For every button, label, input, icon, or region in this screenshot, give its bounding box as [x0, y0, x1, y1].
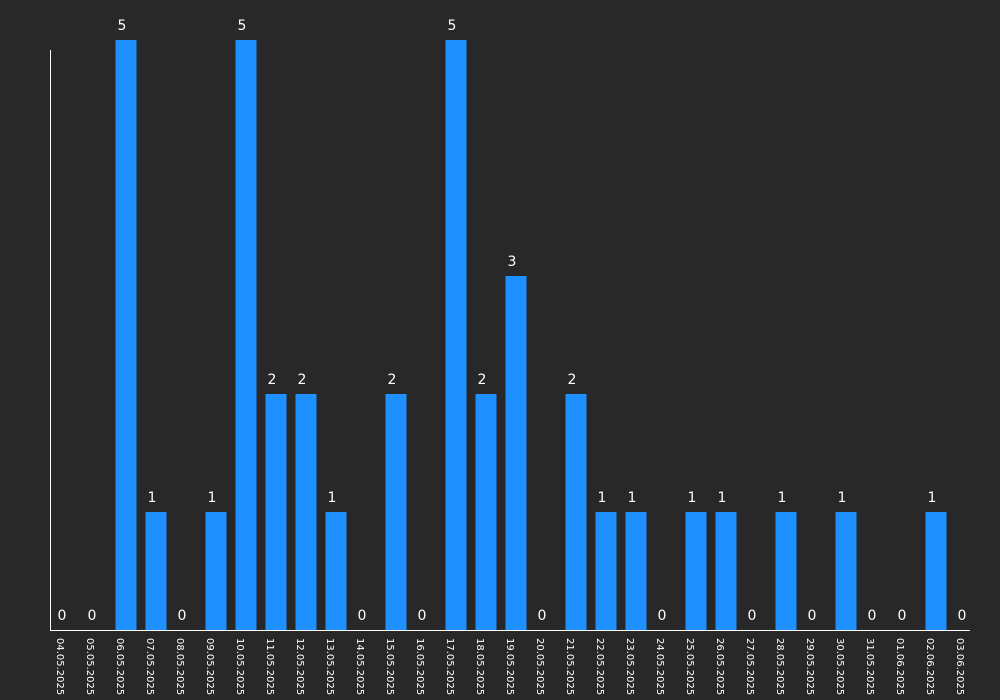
- value-label-12.05.2025: 2: [298, 372, 307, 388]
- x-tick-label-04.05.2025: 04.05.2025: [54, 638, 65, 695]
- bar-12.05.2025: [295, 394, 317, 630]
- bar-15.05.2025: [385, 394, 407, 630]
- x-tick-label-15.05.2025: 15.05.2025: [384, 638, 395, 695]
- bar-17.05.2025: [445, 40, 467, 630]
- value-label-05.05.2025: 0: [88, 608, 97, 624]
- bar-30.05.2025: [835, 512, 857, 630]
- x-tick-label-13.05.2025: 13.05.2025: [324, 638, 335, 695]
- x-tick-label-19.05.2025: 19.05.2025: [504, 638, 515, 695]
- x-tick-label-07.05.2025: 07.05.2025: [144, 638, 155, 695]
- value-label-13.05.2025: 1: [328, 490, 337, 506]
- x-tick-label-20.05.2025: 20.05.2025: [534, 638, 545, 695]
- value-label-07.05.2025: 1: [148, 490, 157, 506]
- value-label-14.05.2025: 0: [358, 608, 367, 624]
- bar-22.05.2025: [595, 512, 617, 630]
- value-label-15.05.2025: 2: [388, 372, 397, 388]
- bars-group: [115, 40, 947, 630]
- x-tick-label-14.05.2025: 14.05.2025: [354, 638, 365, 695]
- bar-21.05.2025: [565, 394, 587, 630]
- x-tick-label-25.05.2025: 25.05.2025: [684, 638, 695, 695]
- bar-07.05.2025: [145, 512, 167, 630]
- value-label-24.05.2025: 0: [658, 608, 667, 624]
- x-tick-label-08.05.2025: 08.05.2025: [174, 638, 185, 695]
- value-label-02.06.2025: 1: [928, 490, 937, 506]
- x-tick-label-29.05.2025: 29.05.2025: [804, 638, 815, 695]
- x-tick-label-02.06.2025: 02.06.2025: [924, 638, 935, 695]
- bar-02.06.2025: [925, 512, 947, 630]
- value-label-19.05.2025: 3: [508, 254, 517, 270]
- bar-28.05.2025: [775, 512, 797, 630]
- bar-25.05.2025: [685, 512, 707, 630]
- x-tick-label-26.05.2025: 26.05.2025: [714, 638, 725, 695]
- x-tick-label-12.05.2025: 12.05.2025: [294, 638, 305, 695]
- value-label-08.05.2025: 0: [178, 608, 187, 624]
- x-tick-label-16.05.2025: 16.05.2025: [414, 638, 425, 695]
- value-label-09.05.2025: 1: [208, 490, 217, 506]
- value-label-31.05.2025: 0: [868, 608, 877, 624]
- x-tick-label-05.05.2025: 05.05.2025: [84, 638, 95, 695]
- x-tick-label-21.05.2025: 21.05.2025: [564, 638, 575, 695]
- value-label-28.05.2025: 1: [778, 490, 787, 506]
- value-label-17.05.2025: 5: [448, 18, 457, 34]
- x-tick-label-31.05.2025: 31.05.2025: [864, 638, 875, 695]
- x-tick-label-24.05.2025: 24.05.2025: [654, 638, 665, 695]
- value-label-29.05.2025: 0: [808, 608, 817, 624]
- value-label-30.05.2025: 1: [838, 490, 847, 506]
- value-label-25.05.2025: 1: [688, 490, 697, 506]
- value-label-22.05.2025: 1: [598, 490, 607, 506]
- bar-11.05.2025: [265, 394, 287, 630]
- x-tick-label-18.05.2025: 18.05.2025: [474, 638, 485, 695]
- bar-09.05.2025: [205, 512, 227, 630]
- value-label-18.05.2025: 2: [478, 372, 487, 388]
- value-label-11.05.2025: 2: [268, 372, 277, 388]
- x-tick-label-09.05.2025: 09.05.2025: [204, 638, 215, 695]
- x-tick-label-22.05.2025: 22.05.2025: [594, 638, 605, 695]
- value-label-16.05.2025: 0: [418, 608, 427, 624]
- x-tick-label-27.05.2025: 27.05.2025: [744, 638, 755, 695]
- x-tick-label-03.06.2025: 03.06.2025: [954, 638, 965, 695]
- value-label-06.05.2025: 5: [118, 18, 127, 34]
- value-label-01.06.2025: 0: [898, 608, 907, 624]
- x-tick-label-17.05.2025: 17.05.2025: [444, 638, 455, 695]
- bar-23.05.2025: [625, 512, 647, 630]
- value-label-23.05.2025: 1: [628, 490, 637, 506]
- bar-26.05.2025: [715, 512, 737, 630]
- x-tick-label-30.05.2025: 30.05.2025: [834, 638, 845, 695]
- bar-06.05.2025: [115, 40, 137, 630]
- value-label-21.05.2025: 2: [568, 372, 577, 388]
- x-tick-labels-group: 04.05.2025 05.05.2025 06.05.2025 07.05.2025…: [54, 638, 965, 695]
- x-tick-label-10.05.2025: 10.05.2025: [234, 638, 245, 695]
- bar-18.05.2025: [475, 394, 497, 630]
- x-tick-label-23.05.2025: 23.05.2025: [624, 638, 635, 695]
- x-tick-label-28.05.2025: 28.05.2025: [774, 638, 785, 695]
- x-tick-label-11.05.2025: 11.05.2025: [264, 638, 275, 695]
- value-label-03.06.2025: 0: [958, 608, 967, 624]
- x-tick-label-01.06.2025: 01.06.2025: [894, 638, 905, 695]
- x-tick-label-06.05.2025: 06.05.2025: [114, 638, 125, 695]
- bar-13.05.2025: [325, 512, 347, 630]
- value-label-10.05.2025: 5: [238, 18, 247, 34]
- bar-10.05.2025: [235, 40, 257, 630]
- value-label-26.05.2025: 1: [718, 490, 727, 506]
- value-label-20.05.2025: 0: [538, 608, 547, 624]
- bar-19.05.2025: [505, 276, 527, 630]
- value-label-04.05.2025: 0: [58, 608, 67, 624]
- value-label-27.05.2025: 0: [748, 608, 757, 624]
